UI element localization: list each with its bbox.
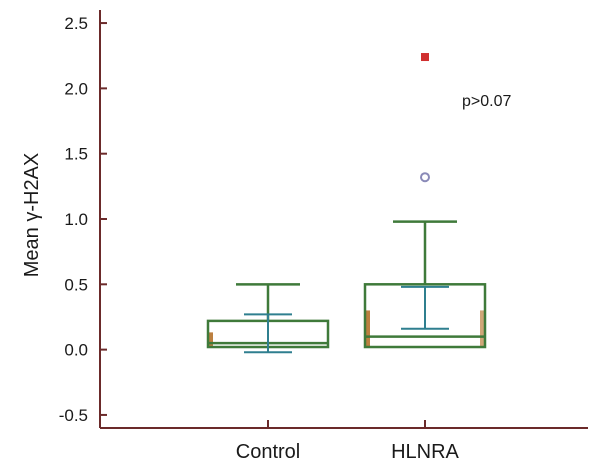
x-category-label: Control [236, 441, 300, 463]
box-shading [480, 310, 485, 348]
plot-area [206, 53, 487, 354]
y-tick-label: 2.5 [64, 14, 88, 33]
y-tick-label: 2.0 [64, 79, 88, 98]
box-shading [208, 332, 213, 348]
y-tick-label: 1.5 [64, 145, 88, 164]
y-tick-label: -0.5 [59, 406, 88, 425]
x-category-label: HLNRA [391, 441, 459, 463]
y-tick-label: 0.0 [64, 341, 88, 360]
extreme-outlier-point [421, 53, 429, 62]
box-iqr [363, 283, 487, 349]
p-value-annotation: p>0.07 [462, 93, 511, 110]
y-tick-label: 1.0 [64, 210, 88, 229]
box-shading [365, 310, 370, 348]
x-axis: Control HLNRA [100, 420, 588, 463]
y-axis: -0.5 0.0 0.5 1.0 1.5 2.0 2.5 [59, 10, 107, 428]
outlier-point [420, 172, 430, 183]
box-group-hlnra [363, 53, 487, 349]
y-axis-title: Mean γ-H2AX [21, 153, 43, 278]
box-group-control [206, 283, 330, 354]
y-tick-label: 0.5 [64, 275, 88, 294]
